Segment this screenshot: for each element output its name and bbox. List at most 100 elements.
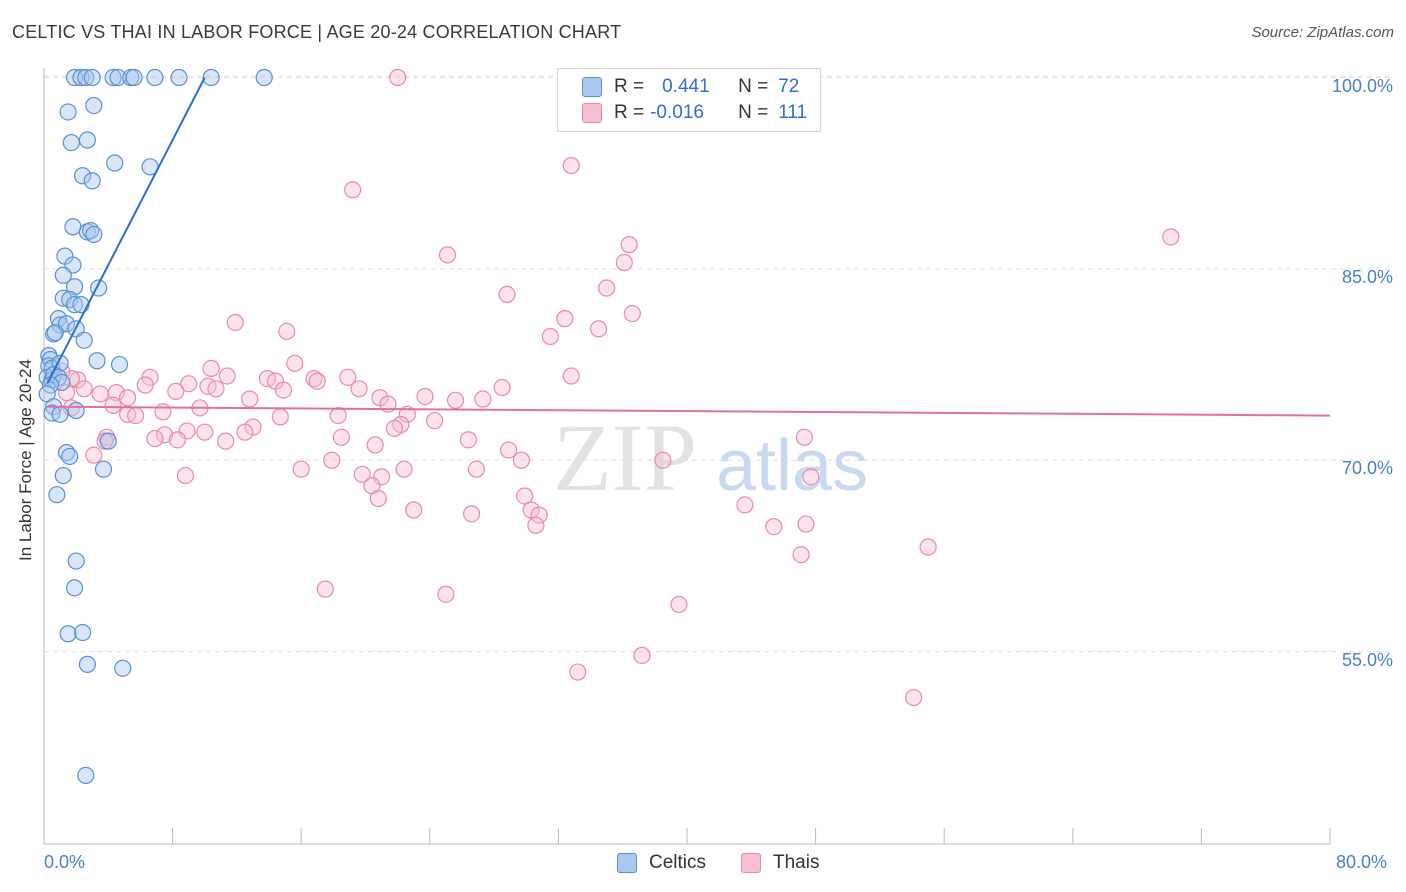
celtics-point	[54, 466, 72, 485]
thais-trend-line	[47, 405, 1331, 417]
thais-point	[905, 688, 923, 707]
thais-point	[104, 396, 122, 414]
thais-point	[633, 646, 651, 665]
y-tick-label: 70.0%	[1341, 458, 1393, 479]
thais-point	[196, 423, 214, 441]
celtics-point	[85, 96, 103, 115]
y-tick-label: 100.0%	[1331, 75, 1393, 96]
thais-point	[919, 538, 937, 556]
thais-point	[389, 68, 407, 87]
legend-n-value: 72	[778, 76, 800, 97]
celtics-point	[78, 131, 97, 149]
correlation-legend: R = 0.441 N = 72 R = -0.016 N = 111	[557, 68, 821, 132]
thais-point	[127, 407, 145, 425]
thais-point	[241, 390, 259, 408]
celtics-point	[73, 623, 92, 642]
thais-point	[292, 460, 310, 478]
x-tick-max: 80.0%	[1336, 852, 1388, 872]
thais-point	[556, 310, 574, 328]
celtics-point	[77, 766, 95, 784]
thais-point	[467, 460, 486, 478]
celtics-trend-line	[46, 77, 206, 385]
thais-point	[541, 327, 559, 346]
celtics-point	[83, 172, 101, 190]
celtics-point	[46, 324, 64, 342]
thais-point	[176, 466, 195, 485]
thais-point	[180, 375, 198, 393]
thais-point	[792, 546, 810, 564]
celtics-point	[88, 352, 106, 370]
thais-point	[305, 370, 323, 388]
thais-point	[350, 380, 368, 398]
celtics-point	[106, 154, 124, 172]
thais-point	[416, 387, 434, 406]
source-note: Source: ZipAtlas.com	[1251, 24, 1394, 41]
thais-point	[75, 380, 93, 398]
thais-point	[329, 407, 347, 425]
watermark-zip: ZIP	[553, 404, 697, 511]
celtics-point	[59, 625, 77, 643]
y-tick-label: 85.0%	[1341, 266, 1393, 287]
thais-point	[498, 285, 516, 304]
thais-point	[353, 465, 371, 483]
thais-point	[474, 390, 492, 408]
thais-point	[91, 385, 109, 403]
legend-r-value: 0.441	[662, 76, 710, 97]
celtics-point	[75, 331, 93, 349]
celtics-point	[61, 447, 79, 466]
thais-point	[146, 429, 164, 448]
celtics-point	[61, 290, 79, 309]
thais-point	[308, 372, 326, 390]
thais-point	[459, 431, 477, 449]
legend-r-label: R =	[614, 102, 645, 123]
thais-point	[795, 428, 813, 446]
thais-point	[207, 380, 225, 398]
celtics-legend-label: Celtics	[649, 852, 707, 873]
thais-point	[765, 517, 783, 536]
celtics-point	[73, 167, 92, 185]
thais-point	[136, 376, 154, 394]
celtics-point	[104, 68, 122, 87]
thais-point	[366, 436, 384, 454]
legend-n-label: N =	[738, 102, 769, 123]
thais-point	[118, 389, 137, 407]
thais-point	[405, 501, 423, 519]
celtics-point	[67, 552, 85, 570]
thais-point	[437, 585, 455, 603]
thais-point	[286, 354, 304, 372]
thais-point	[344, 181, 362, 199]
thais-legend-label: Thais	[773, 852, 820, 873]
thais-point	[339, 368, 357, 386]
thais-point	[530, 506, 548, 524]
thais-point	[670, 595, 688, 614]
thais-point	[516, 487, 534, 505]
celtics-point	[65, 579, 84, 597]
celtics-point	[114, 659, 132, 677]
thais-point	[398, 405, 416, 423]
thais-point	[493, 378, 511, 397]
thais-point	[527, 516, 545, 534]
legend-n-value: 111	[778, 102, 808, 123]
thais-point	[446, 391, 465, 409]
chart-title: CELTIC VS THAI IN LABOR FORCE | AGE 20-2…	[12, 22, 622, 42]
thais-point	[202, 359, 220, 377]
thais-point	[385, 419, 404, 437]
celtics-point	[62, 133, 80, 152]
thais-point	[274, 381, 293, 399]
thais-point	[316, 580, 334, 598]
celtics-point	[77, 68, 95, 87]
legend-row-celtics: R = 0.441 N = 72	[582, 75, 799, 99]
celtics-legend-icon	[617, 853, 637, 873]
thais-point	[623, 304, 641, 323]
thais-legend-icon	[741, 853, 761, 873]
thais-point	[620, 236, 638, 254]
thais-point	[154, 403, 172, 421]
thais-point	[562, 156, 580, 175]
celtics-point	[94, 460, 113, 478]
celtics-point	[65, 296, 84, 314]
thais-point	[323, 451, 341, 469]
celtics-point	[72, 296, 90, 314]
legend-n-label: N =	[738, 76, 769, 97]
celtics-point	[83, 68, 101, 87]
celtics-point	[48, 486, 66, 504]
